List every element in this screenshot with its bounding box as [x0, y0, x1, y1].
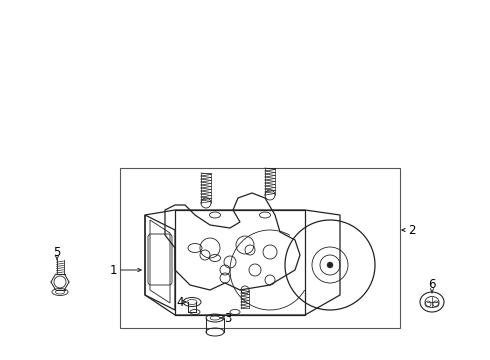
Text: 5: 5 [53, 246, 61, 258]
Text: 2: 2 [408, 224, 416, 237]
Text: 1: 1 [109, 264, 117, 276]
Circle shape [327, 262, 333, 268]
Bar [120, 168, 400, 328]
Text: 4: 4 [176, 296, 184, 309]
Text: 3: 3 [224, 311, 232, 324]
Text: 6: 6 [428, 279, 436, 292]
